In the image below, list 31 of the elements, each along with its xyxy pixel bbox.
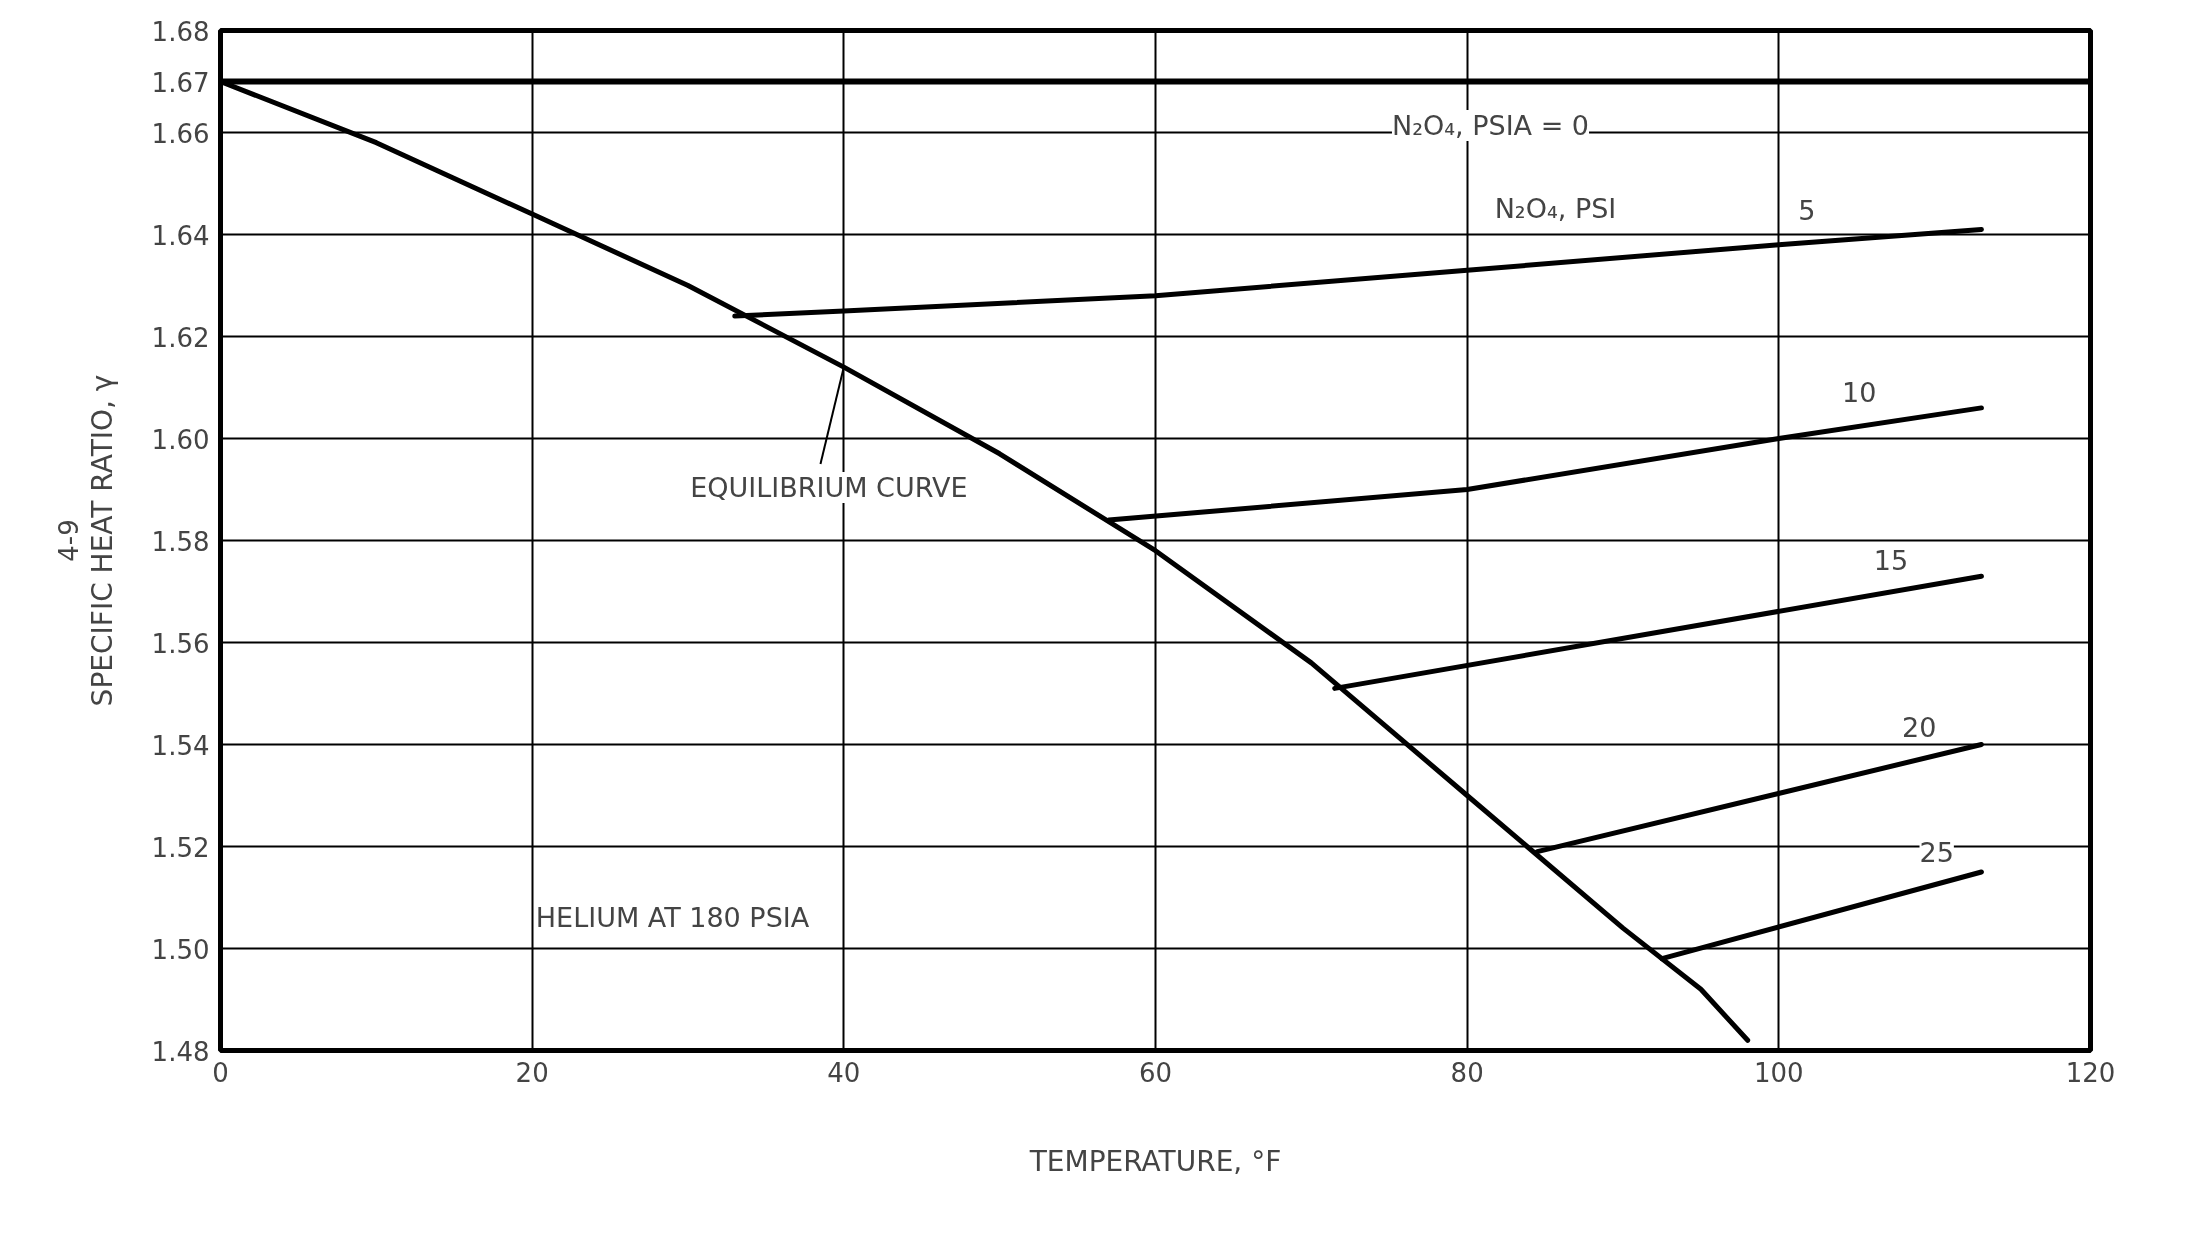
annotation: HELIUM AT 180 PSIA [535, 902, 810, 933]
annotation: N₂O₄, PSIA = 0 [1391, 110, 1590, 141]
series-label: 15 [1873, 544, 1909, 576]
x-tick-label: 40 [827, 1057, 861, 1088]
series-label: 10 [1842, 376, 1877, 408]
series-label: 5 [1798, 194, 1816, 226]
y-tick-label: 1.56 [151, 628, 210, 659]
x-tick-label: 120 [2065, 1057, 2116, 1088]
y-tick-label: 1.48 [151, 1036, 210, 1067]
y-tick-label: 1.50 [151, 934, 210, 965]
series-label: EQUILIBRIUM CURVE [690, 472, 968, 504]
y-tick-label: 1.60 [151, 424, 210, 455]
y-tick-label: 1.66 [151, 118, 210, 149]
series-label: 25 [1919, 837, 1954, 869]
y-tick-label: 1.68 [151, 16, 210, 47]
series-label: 20 [1902, 712, 1937, 744]
x-tick-label: 80 [1450, 1057, 1484, 1088]
y-tick-label: 1.52 [151, 832, 210, 863]
annotation: N₂O₄, PSI [1494, 193, 1617, 224]
y-tick-label: 1.58 [151, 526, 210, 557]
y-axis-title: SPECIFIC HEAT RATIO, γ [85, 374, 119, 707]
text: 4-9 [53, 519, 84, 562]
y-tick-label: 1.54 [151, 730, 210, 761]
x-tick-label: 0 [212, 1057, 229, 1088]
x-axis-title: TEMPERATURE, °F [1028, 1144, 1282, 1178]
y-tick-label: 1.67 [151, 67, 210, 98]
x-tick-label: 100 [1754, 1057, 1804, 1088]
x-tick-label: 20 [515, 1057, 549, 1088]
y-tick-label: 1.64 [151, 220, 210, 251]
y-tick-label: 1.62 [151, 322, 210, 353]
x-tick-label: 60 [1138, 1057, 1173, 1088]
